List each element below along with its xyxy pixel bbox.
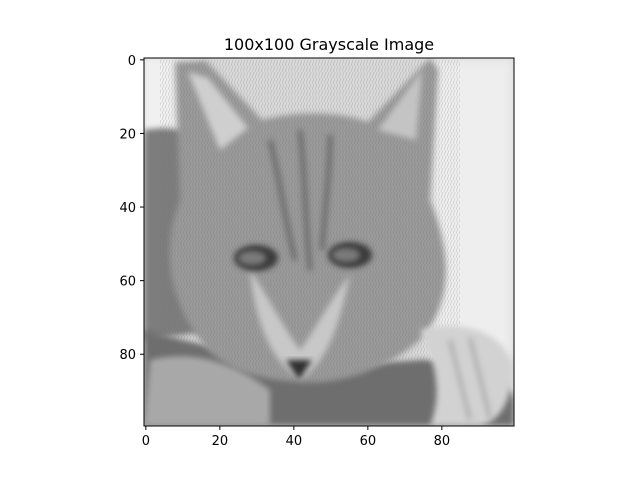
y-tick-label: 60: [119, 275, 136, 290]
y-tick-label: 80: [119, 348, 136, 363]
image-nose: [286, 360, 312, 380]
x-tick-label: 80: [434, 434, 451, 449]
y-tick-label: 0: [128, 54, 136, 69]
image-right-ear-inner: [378, 70, 422, 140]
y-tick-label: 20: [119, 127, 136, 142]
image-plot-area: [144, 58, 514, 426]
x-tick-label: 60: [360, 434, 377, 449]
x-tick-label: 40: [286, 434, 303, 449]
image-forehead-stripes: [267, 129, 333, 271]
axes-frame: [143, 57, 515, 427]
image-paw: [420, 326, 512, 426]
x-axis-ticks: 0 20 40 60 80: [142, 426, 450, 449]
image-left-eye-highlight: [238, 251, 266, 265]
image-left-ear-inner: [188, 72, 248, 150]
image-right-eye-highlight: [332, 248, 360, 262]
image-chest-fur: [144, 356, 270, 426]
image-paw-stripes: [448, 337, 492, 421]
y-axis-ticks: 0 20 40 60 80: [119, 54, 144, 363]
x-tick-label: 0: [142, 434, 150, 449]
y-tick-label: 40: [119, 201, 136, 216]
image-muzzle: [250, 270, 350, 380]
chart-title: 100x100 Grayscale Image: [224, 35, 434, 54]
x-tick-label: 20: [212, 434, 229, 449]
